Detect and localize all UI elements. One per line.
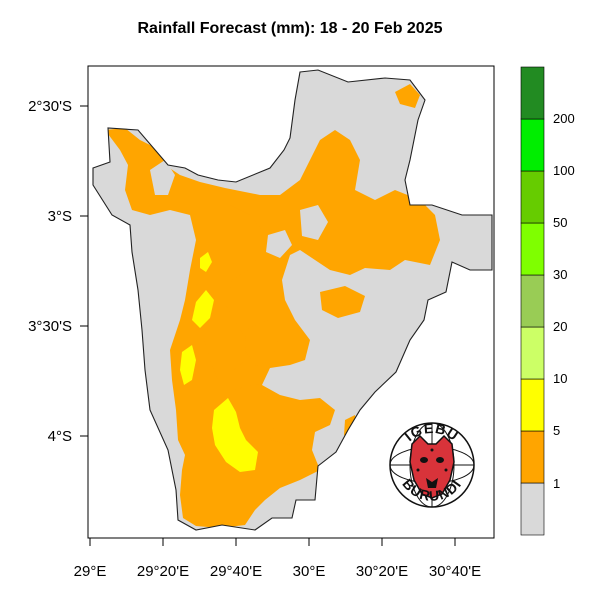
rain-zone-1-5mm-center <box>245 320 278 366</box>
y-axis: 2°30'S 3°S 3°30'S 4°S <box>28 98 88 445</box>
colorbar-segment <box>520 274 545 328</box>
dry-hole-north <box>150 160 175 195</box>
y-tick-label: 2°30'S <box>28 98 72 115</box>
leopard-eye-icon <box>420 457 428 463</box>
y-tick-label: 4°S <box>48 428 72 445</box>
rain-zone-5-10mm-west <box>180 345 196 385</box>
rainfall-layer <box>105 84 440 528</box>
leopard-spot <box>416 468 420 472</box>
rain-zone-5-10mm-center <box>192 290 214 328</box>
x-tick-label: 29°40'E <box>210 563 262 580</box>
x-tick-label: 30°40'E <box>429 563 481 580</box>
leopard-spot <box>430 448 434 452</box>
colorbar-segment <box>520 222 545 276</box>
colorbar-segment <box>520 482 545 536</box>
rain-zone-1-5mm-ne-spot <box>395 84 420 108</box>
colorbar-label: 20 <box>553 319 567 334</box>
colorbar-segment <box>520 170 545 224</box>
x-axis: 29°E 29°20'E 29°40'E 30°E 30°20'E 30°40'… <box>74 538 481 580</box>
colorbar-label: 1 <box>553 476 560 491</box>
rain-zone-5-10mm-south <box>212 398 258 472</box>
rain-zone-1-5mm-main <box>105 128 440 528</box>
x-tick-label: 30°E <box>293 563 326 580</box>
colorbar-segment <box>520 118 545 172</box>
x-tick-label: 30°20'E <box>356 563 408 580</box>
dry-hole-mid <box>300 205 328 240</box>
dry-hole-central <box>266 230 292 258</box>
y-tick-label: 3°30'S <box>28 318 72 335</box>
leopard-mouth-icon <box>426 478 438 488</box>
y-tick-label: 3°S <box>48 208 72 225</box>
colorbar <box>520 66 545 536</box>
colorbar-labels: 1 5 10 20 30 50 100 200 <box>553 111 575 491</box>
colorbar-segment <box>520 430 545 484</box>
leopard-eye-icon <box>436 457 444 463</box>
map-title: Rainfall Forecast (mm): 18 - 20 Feb 2025 <box>137 20 443 37</box>
leopard-head-icon <box>409 434 455 499</box>
x-tick-label: 29°E <box>74 563 107 580</box>
burundi-border <box>92 69 493 531</box>
colorbar-label: 200 <box>553 111 575 126</box>
colorbar-segment <box>520 378 545 432</box>
colorbar-segment <box>520 326 545 380</box>
rain-zone-5-10mm-small <box>200 252 212 272</box>
leopard-spot <box>444 468 448 472</box>
colorbar-label: 30 <box>553 267 567 282</box>
rain-zone-1-5mm-west <box>196 205 262 380</box>
colorbar-label: 50 <box>553 215 567 230</box>
x-tick-label: 29°20'E <box>137 563 189 580</box>
colorbar-label: 100 <box>553 163 575 178</box>
rain-zone-1-5mm-east <box>320 286 365 318</box>
colorbar-segment <box>520 66 545 120</box>
colorbar-label: 10 <box>553 371 567 386</box>
colorbar-label: 5 <box>553 423 560 438</box>
